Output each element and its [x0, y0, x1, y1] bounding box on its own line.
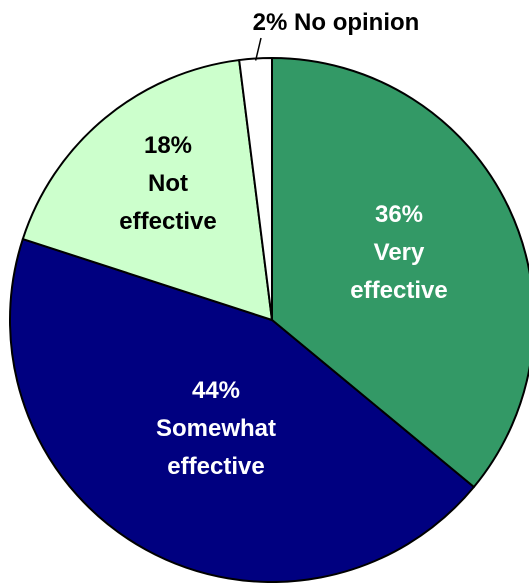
slice-label: 18% Not effective — [119, 132, 216, 235]
pie-slices — [9, 57, 529, 583]
pie-slice — [21, 59, 273, 321]
slice-label: 2% No opinion — [253, 9, 420, 36]
slice-name: Very — [374, 239, 425, 266]
slice-percent: 18% — [144, 132, 192, 159]
slice-percent: 44% — [192, 377, 240, 404]
slice-name: Somewhat — [156, 415, 276, 442]
slice-name: Not — [148, 170, 188, 197]
pie-labels: 36% Very effective 44% Somewhat effective 18% N… — [119, 9, 447, 480]
slice-percent: 36% — [375, 201, 423, 228]
pie-slice — [9, 238, 475, 583]
slice-name: effective — [350, 277, 447, 304]
pie-slice — [271, 57, 529, 489]
slice-label: 44% Somewhat effective — [156, 377, 276, 480]
slice-name: effective — [167, 453, 264, 480]
slice-percent: 2% — [253, 9, 294, 36]
leader-line — [254, 37, 262, 61]
slice-name: effective — [119, 208, 216, 235]
slice-label: 36% Very effective — [350, 201, 447, 304]
slice-name: No opinion — [294, 9, 419, 36]
